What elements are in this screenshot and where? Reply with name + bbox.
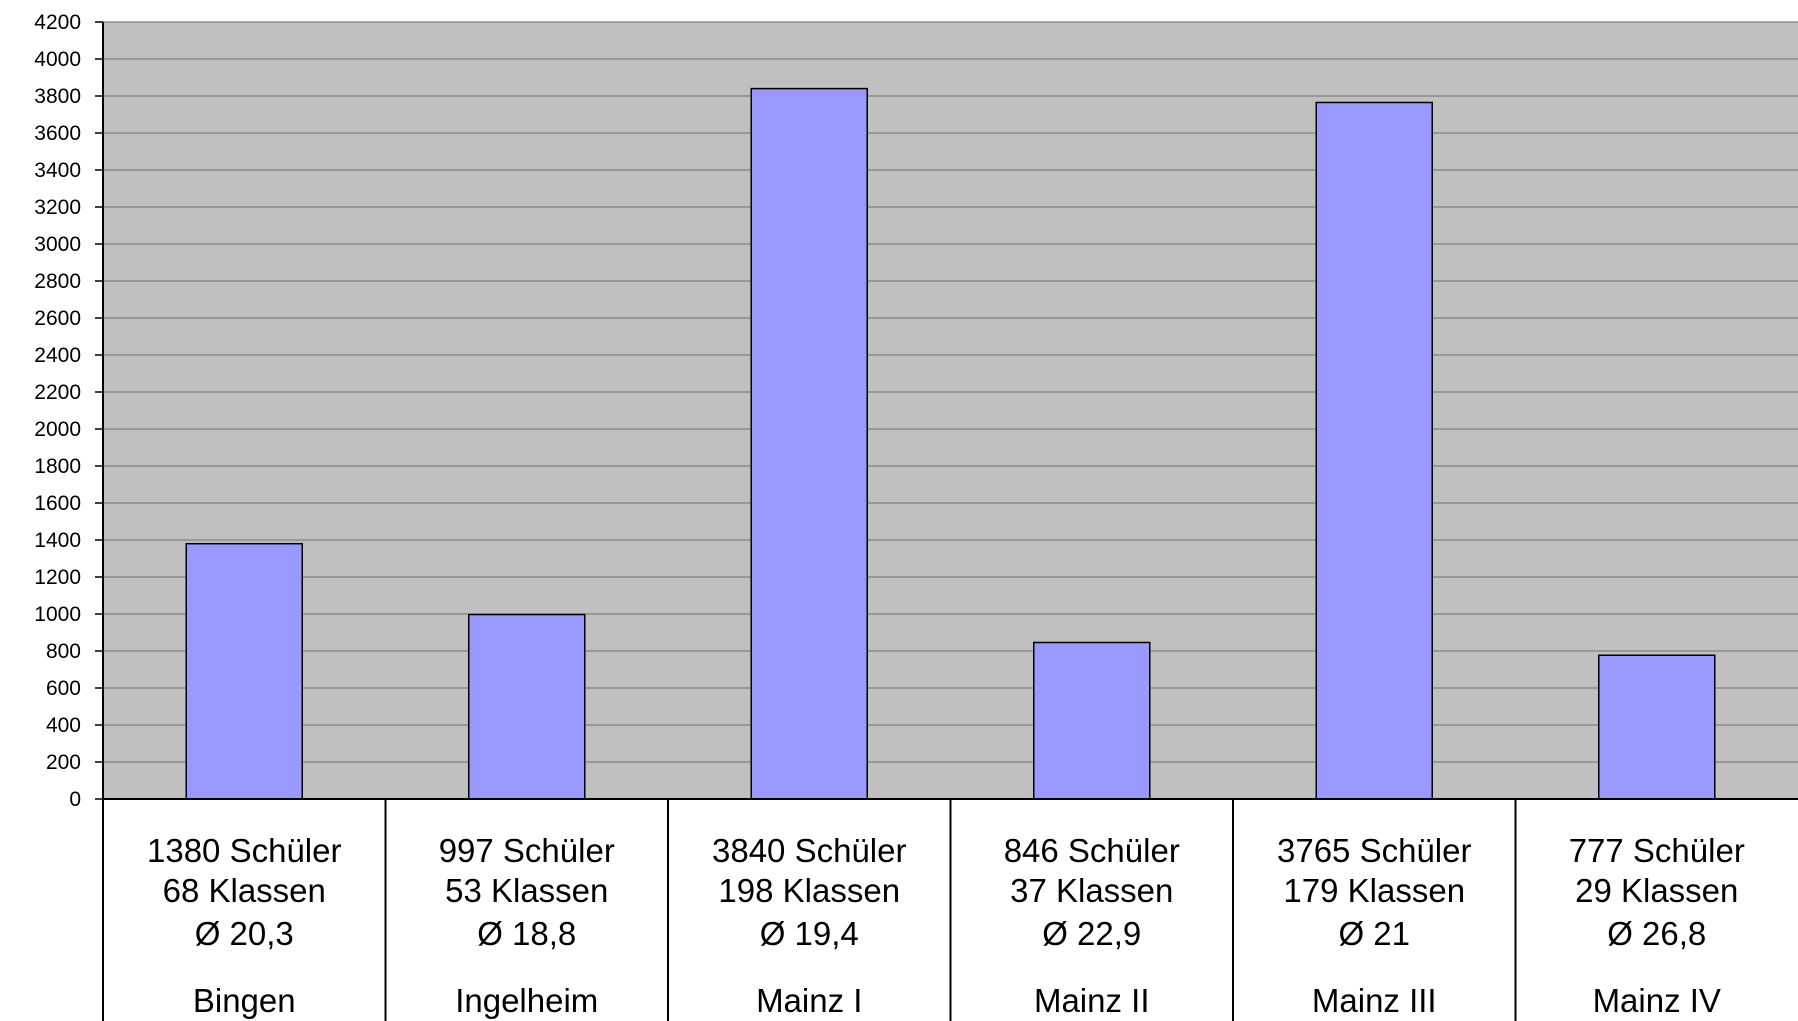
- category-detail-line: 3840 Schüler: [712, 832, 906, 869]
- bars: [185, 87, 1716, 800]
- category-label: Mainz IV: [1593, 982, 1721, 1019]
- category-detail-line: 68 Klassen: [163, 872, 326, 909]
- y-tick-label: 400: [46, 714, 81, 737]
- category-detail-line: 37 Klassen: [1010, 872, 1173, 909]
- bar-mainz-iv: [1598, 654, 1716, 800]
- y-tick-label: 2800: [34, 270, 81, 293]
- category-detail-line: 3765 Schüler: [1277, 832, 1471, 869]
- gridlines: [103, 21, 1798, 763]
- y-tick-label: 3200: [34, 196, 81, 219]
- y-tick-label: 3600: [34, 122, 81, 145]
- category-detail-line: 777 Schüler: [1569, 832, 1745, 869]
- y-tick-label: 1400: [34, 529, 81, 552]
- y-tick-label: 1200: [34, 566, 81, 589]
- category-label: Mainz I: [756, 982, 862, 1019]
- category-detail-line: 1380 Schüler: [147, 832, 341, 869]
- category-label: Bingen: [193, 982, 296, 1019]
- category-detail-line: Ø 18,8: [477, 915, 576, 952]
- y-tick-label: 1800: [34, 455, 81, 478]
- category-detail-line: 198 Klassen: [718, 872, 900, 909]
- bar-ingelheim: [468, 613, 586, 800]
- bar-mainz-iii: [1315, 101, 1433, 800]
- bar-mainz-i: [750, 87, 868, 800]
- y-tick-label: 4000: [34, 48, 81, 71]
- y-tick-label: 3000: [34, 233, 81, 256]
- category-detail-line: Ø 19,4: [760, 915, 859, 952]
- y-tick-label: 0: [69, 788, 81, 811]
- y-tick-label: 3400: [34, 159, 81, 182]
- y-tick-label: 1600: [34, 492, 81, 515]
- y-axis-ticks: 0 200 400 600 800 1000 1200 1400 1600 1800 2000 220…: [34, 11, 103, 811]
- y-tick-label: 2600: [34, 307, 81, 330]
- y-tick-label: 1000: [34, 603, 81, 626]
- category-detail-line: 997 Schüler: [439, 832, 615, 869]
- plot-background: [103, 22, 1798, 799]
- category-detail-line: 846 Schüler: [1004, 832, 1180, 869]
- y-tick-label: 4200: [34, 11, 81, 34]
- category-label: Mainz III: [1312, 982, 1437, 1019]
- category-detail-line: Ø 21: [1338, 915, 1410, 952]
- y-tick-label: 3800: [34, 85, 81, 108]
- category-label: Mainz II: [1034, 982, 1150, 1019]
- y-tick-label: 2200: [34, 381, 81, 404]
- category-detail-line: 179 Klassen: [1283, 872, 1465, 909]
- category-detail-line: 29 Klassen: [1575, 872, 1738, 909]
- y-tick-label: 2400: [34, 344, 81, 367]
- y-tick-label: 600: [46, 677, 81, 700]
- category-detail-line: Ø 20,3: [195, 915, 294, 952]
- y-tick-label: 200: [46, 751, 81, 774]
- bar-bingen: [185, 542, 303, 800]
- category-detail-line: Ø 22,9: [1042, 915, 1141, 952]
- bar-mainz-ii: [1033, 641, 1151, 800]
- y-tick-label: 800: [46, 640, 81, 663]
- category-detail-line: 53 Klassen: [445, 872, 608, 909]
- y-tick-label: 2000: [34, 418, 81, 441]
- category-label: Ingelheim: [455, 982, 598, 1019]
- category-detail-line: Ø 26,8: [1607, 915, 1706, 952]
